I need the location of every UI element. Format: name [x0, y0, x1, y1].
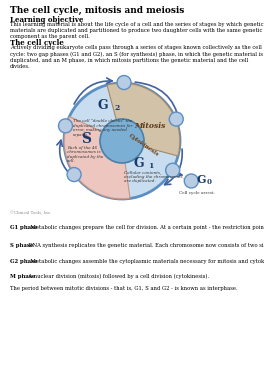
- Text: Cell cycle arrest.: Cell cycle arrest.: [179, 191, 215, 195]
- Text: : A nuclear division (mitosis) followed by a cell division (cytokinesis).: : A nuclear division (mitosis) followed …: [25, 274, 209, 279]
- Text: S: S: [81, 132, 91, 146]
- Text: G: G: [196, 173, 206, 185]
- Circle shape: [166, 163, 180, 177]
- Text: Cellular contents,
excluding the chromosomes,
are duplicated.: Cellular contents, excluding the chromos…: [124, 170, 184, 183]
- Text: : DNA synthesis replicates the genetic material. Each chromosome now consists of: : DNA synthesis replicates the genetic m…: [25, 243, 264, 248]
- Wedge shape: [64, 116, 130, 199]
- Text: Learning objective: Learning objective: [10, 16, 83, 24]
- Text: G: G: [133, 157, 144, 170]
- Text: This learning material is about the life cycle of a cell and the series of stage: This learning material is about the life…: [10, 22, 263, 40]
- Text: Actively dividing eukaryote cells pass through a series of stages known collecti: Actively dividing eukaryote cells pass t…: [10, 45, 263, 69]
- Text: ©Clinical Tools, Inc.: ©Clinical Tools, Inc.: [10, 211, 51, 216]
- Text: The cell "double checks" the
duplicated chromosomes for
error, making any needed: The cell "double checks" the duplicated …: [73, 119, 132, 137]
- Text: : Metabolic changes prepare the cell for division. At a certain point - the rest: : Metabolic changes prepare the cell for…: [27, 225, 264, 230]
- Text: G1 phase: G1 phase: [10, 225, 37, 230]
- Circle shape: [100, 119, 144, 163]
- Circle shape: [64, 83, 180, 199]
- Text: The cell cycle, mitosis and meiosis: The cell cycle, mitosis and meiosis: [10, 6, 184, 15]
- Circle shape: [117, 76, 131, 90]
- Wedge shape: [107, 83, 180, 156]
- Circle shape: [59, 119, 73, 133]
- Text: M phase: M phase: [10, 274, 35, 279]
- Circle shape: [67, 167, 81, 182]
- Text: Mitosis: Mitosis: [134, 122, 166, 131]
- Text: Cytokinesis: Cytokinesis: [128, 133, 160, 157]
- Text: Each of the 46
chromosomes is
duplicated by the
cell.: Each of the 46 chromosomes is duplicated…: [67, 145, 103, 163]
- Text: 0: 0: [206, 178, 211, 186]
- Text: G2 phase: G2 phase: [10, 259, 37, 264]
- Text: 1: 1: [148, 162, 153, 170]
- Text: 2: 2: [114, 104, 119, 112]
- Text: S phase: S phase: [10, 243, 33, 248]
- Text: : Metabolic changes assemble the cytoplasmic materials necessary for mitosis and: : Metabolic changes assemble the cytopla…: [27, 259, 264, 264]
- Text: G: G: [97, 98, 108, 112]
- Circle shape: [184, 174, 198, 188]
- Circle shape: [169, 112, 183, 126]
- Text: The period between mitotic divisions - that is, G1, S and G2 - is known as inter: The period between mitotic divisions - t…: [10, 286, 238, 291]
- Text: The cell cycle: The cell cycle: [10, 39, 64, 47]
